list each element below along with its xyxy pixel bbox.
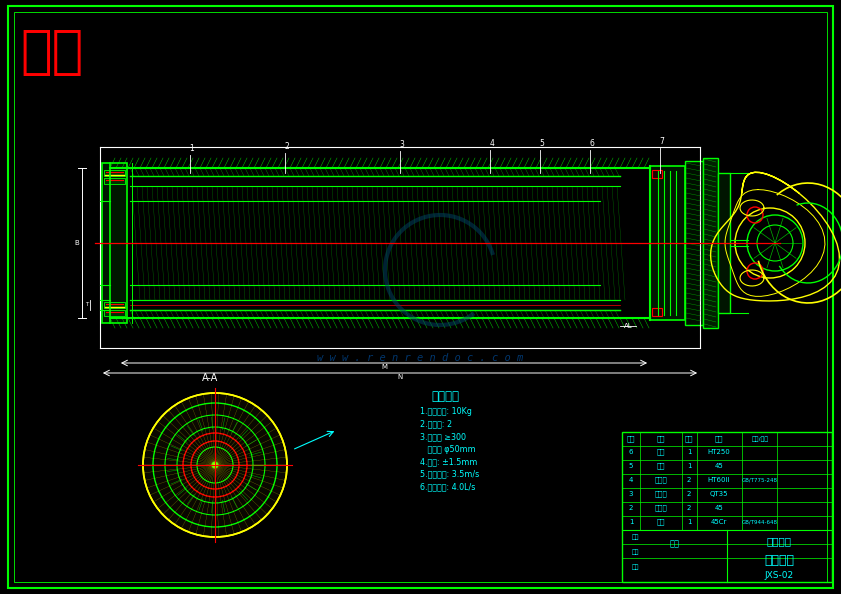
Text: AL: AL	[624, 323, 632, 329]
Text: 活塞杆: 活塞杆	[654, 505, 668, 511]
Bar	[703, 158, 718, 328]
Text: 设计: 设计	[632, 534, 639, 540]
Text: 活塞杆 φ50mm: 活塞杆 φ50mm	[420, 444, 476, 453]
Bar	[622, 432, 832, 582]
Text: 1: 1	[687, 449, 691, 455]
Text: 5.伸缩速度: 3.5m/s: 5.伸缩速度: 3.5m/s	[420, 469, 479, 479]
Text: 手臂: 手臂	[20, 26, 83, 78]
Text: w w w . r e n r e n d o c . c o m: w w w . r e n r e n d o c . c o m	[317, 353, 523, 363]
Text: N: N	[398, 374, 403, 380]
Text: HT250: HT250	[707, 449, 730, 455]
Text: 材料: 材料	[715, 435, 723, 443]
Text: 技术要求: 技术要求	[431, 390, 459, 403]
Text: JXS-02: JXS-02	[765, 570, 794, 580]
Text: 2: 2	[629, 505, 633, 511]
Text: 45: 45	[715, 463, 723, 469]
Text: 2.自由度: 2: 2.自由度: 2	[420, 419, 452, 428]
Text: 导套: 导套	[657, 463, 665, 469]
Bar	[102, 163, 127, 323]
Bar	[652, 308, 662, 316]
Text: 图号/备注: 图号/备注	[752, 436, 769, 442]
Text: 机械手臂: 机械手臂	[764, 554, 795, 567]
Text: 审核: 审核	[632, 564, 639, 570]
Bar	[104, 178, 125, 184]
Circle shape	[143, 393, 287, 537]
Bar	[652, 170, 662, 178]
Text: 7: 7	[659, 137, 664, 146]
Text: 6: 6	[590, 139, 595, 148]
Text: T: T	[85, 302, 88, 308]
Bar	[650, 166, 685, 320]
Text: 2: 2	[687, 477, 691, 483]
Bar	[104, 170, 125, 176]
Text: 6.液压油速: 4.0L/s: 6.液压油速: 4.0L/s	[420, 482, 475, 491]
Text: 1: 1	[687, 519, 691, 525]
Text: 1: 1	[687, 463, 691, 469]
Text: 4: 4	[489, 139, 495, 148]
Text: 2: 2	[284, 142, 289, 151]
Text: 导向套: 导向套	[654, 491, 668, 497]
Text: GB/T944-648: GB/T944-648	[742, 520, 778, 525]
Text: 密封套: 密封套	[654, 477, 668, 484]
Text: 大圆学院: 大圆学院	[767, 536, 792, 546]
Text: 绘图: 绘图	[632, 549, 639, 555]
Text: M: M	[381, 364, 387, 370]
Text: 件号: 件号	[627, 435, 635, 443]
Bar	[718, 173, 730, 313]
Text: 锻锻: 锻锻	[669, 539, 680, 548]
Text: 1: 1	[189, 144, 194, 153]
Text: 6: 6	[629, 449, 633, 455]
Text: GB/T775-248: GB/T775-248	[742, 478, 778, 482]
Text: 平键: 平键	[657, 448, 665, 456]
Text: 缸筒: 缸筒	[657, 519, 665, 525]
Text: 2: 2	[687, 505, 691, 511]
Text: 45Cr: 45Cr	[711, 519, 727, 525]
Text: 1: 1	[629, 519, 633, 525]
Text: 数量: 数量	[685, 435, 693, 443]
Bar	[104, 310, 125, 316]
Text: 4: 4	[629, 477, 633, 483]
Text: 45: 45	[715, 505, 723, 511]
Text: B: B	[74, 240, 79, 246]
Text: 3: 3	[399, 140, 405, 149]
Text: QT35: QT35	[710, 491, 728, 497]
Text: 名称: 名称	[657, 435, 665, 443]
Bar	[685, 161, 703, 325]
Circle shape	[212, 462, 218, 468]
Text: 4.精度: ±1.5mm: 4.精度: ±1.5mm	[420, 457, 478, 466]
Text: 5: 5	[540, 139, 544, 148]
Text: A-A: A-A	[202, 373, 218, 383]
Text: 1.额定载荷: 10Kg: 1.额定载荷: 10Kg	[420, 407, 472, 416]
Bar	[104, 302, 125, 308]
Text: HT60II: HT60II	[708, 477, 730, 483]
Text: 3: 3	[629, 491, 633, 497]
Text: 2: 2	[687, 491, 691, 497]
Text: 3.伸缩量 ≥300: 3.伸缩量 ≥300	[420, 432, 466, 441]
Text: 5: 5	[629, 463, 633, 469]
